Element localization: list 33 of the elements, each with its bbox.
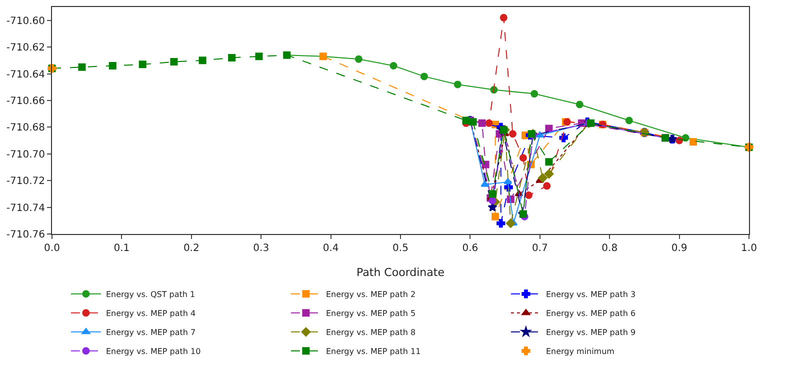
x-tick-label: 0.5 <box>392 243 408 254</box>
x-tick-label: 0.2 <box>183 243 200 254</box>
x-tick-label: 0.6 <box>462 243 478 254</box>
x-axis-title: Path Coordinate <box>356 266 445 280</box>
legend-label: Energy vs. MEP path 10 <box>106 347 201 356</box>
y-tick-label: -710.70 <box>6 149 45 160</box>
x-tick-label: 0.8 <box>602 243 618 254</box>
legend-label: Energy vs. QST path 1 <box>106 290 196 300</box>
y-tick-label: -710.72 <box>6 176 45 188</box>
legend-label: Energy vs. MEP path 5 <box>326 309 416 318</box>
y-tick-label: -710.60 <box>6 16 45 27</box>
legend-label: Energy vs. MEP path 4 <box>106 309 196 318</box>
y-tick-label: -710.66 <box>6 96 45 107</box>
x-tick-label: 1.0 <box>741 243 757 254</box>
y-tick-label: -710.76 <box>6 230 45 240</box>
y-tick-label: -710.68 <box>6 122 45 134</box>
legend-label: Energy vs. MEP path 9 <box>546 328 636 338</box>
legend-label: Energy vs. MEP path 6 <box>546 309 636 318</box>
legend-label: Energy vs. MEP path 7 <box>106 328 196 338</box>
x-tick-label: 0.7 <box>532 243 548 254</box>
y-tick-label: -710.62 <box>6 42 45 54</box>
legend-label: Energy minimum <box>546 347 615 356</box>
x-tick-label: 0.4 <box>322 243 339 254</box>
y-tick-label: -710.64 <box>6 69 45 80</box>
x-tick-label: 0.3 <box>253 243 270 254</box>
legend-label: Energy vs. MEP path 8 <box>326 328 416 338</box>
y-tick-label: -710.74 <box>6 202 45 214</box>
legend-label: Energy vs. MEP path 11 <box>326 347 421 356</box>
legend-label: Energy vs. MEP path 2 <box>326 290 416 300</box>
x-tick-label: 0.1 <box>114 243 130 254</box>
x-tick-label: 0.0 <box>44 243 60 254</box>
x-tick-label: 0.9 <box>671 243 688 254</box>
legend-label: Energy vs. MEP path 3 <box>546 290 636 300</box>
